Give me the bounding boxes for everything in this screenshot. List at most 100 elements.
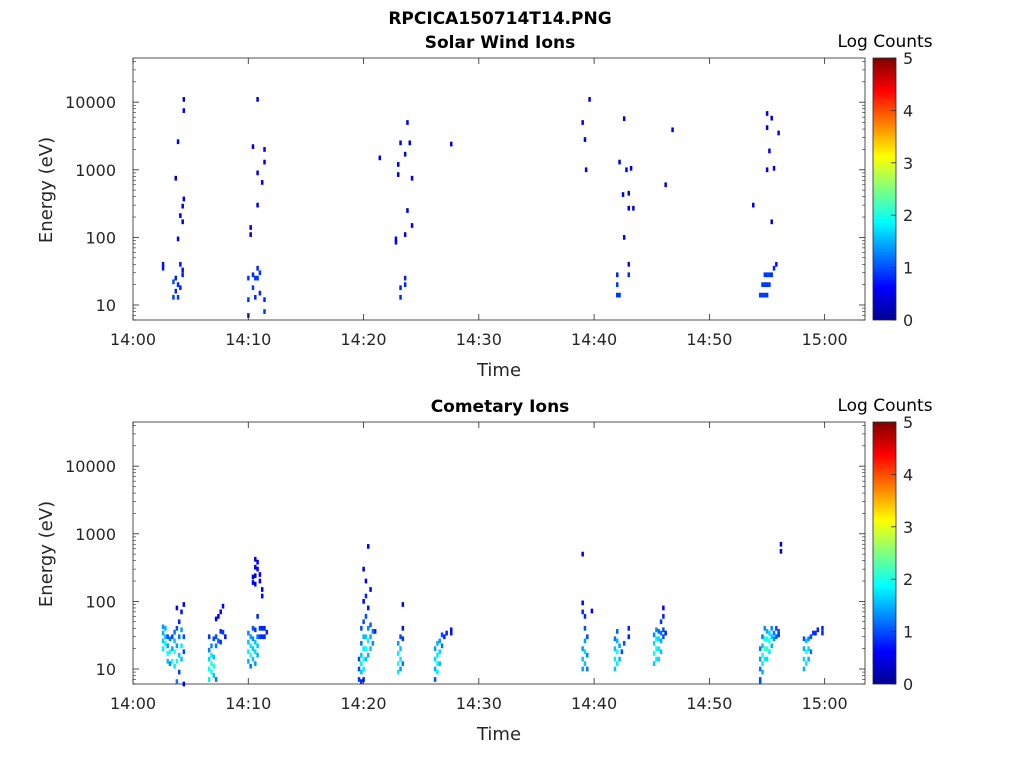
- heatmap-cell: [168, 636, 172, 642]
- heatmap-cell: [179, 285, 182, 291]
- x-ticks-cometary: 14:00 14:10 14:20 14:30 14:40 14:50 15:00: [110, 422, 848, 713]
- heatmap-cell: [772, 165, 776, 171]
- heatmap-cell: [182, 602, 186, 607]
- heatmap-cell: [613, 646, 617, 652]
- heatmap-cell: [249, 652, 252, 658]
- heatmap-cell: [765, 636, 769, 642]
- heatmap-cell: [214, 643, 218, 649]
- y-tick-label: 10: [96, 296, 116, 315]
- heatmap-cell: [450, 630, 453, 636]
- heatmap-cell: [263, 625, 266, 631]
- heatmap-cell: [371, 640, 375, 646]
- colorbar-tick-label: 3: [903, 154, 913, 173]
- heatmap-cell: [662, 634, 665, 640]
- heatmap-cell: [263, 309, 266, 314]
- colorbar-ticks-cometary: 0 1 2 3 4 5: [891, 413, 913, 694]
- heatmap-cell: [254, 294, 257, 300]
- heatmap-cell: [627, 272, 631, 278]
- heatmap-cell: [180, 656, 183, 662]
- heatmap-cell: [164, 625, 167, 631]
- heatmap-cell: [396, 162, 400, 167]
- heatmap-cell: [807, 636, 810, 642]
- heatmap-cell: [263, 634, 266, 640]
- heatmap-cell: [171, 634, 174, 640]
- heatmap-cell: [174, 288, 177, 294]
- heatmap-cell: [652, 640, 656, 646]
- x-tick-label: 14:30: [456, 694, 502, 713]
- heatmap-cell: [182, 108, 186, 113]
- heatmap-cell: [616, 629, 619, 634]
- heatmap-cell: [763, 292, 767, 298]
- heatmap-cell: [360, 652, 363, 658]
- heatmap-cell: [770, 634, 773, 640]
- heatmap-cell: [777, 629, 780, 634]
- heatmap-cell: [164, 640, 167, 646]
- heatmap-cell: [445, 630, 448, 636]
- heatmap-cell: [652, 661, 656, 667]
- heatmap-cell: [583, 661, 587, 667]
- y-tick-label: 1000: [75, 525, 116, 544]
- heatmap-cell: [367, 652, 370, 658]
- heatmap-cell: [586, 634, 589, 640]
- y-tick-label: 10000: [65, 93, 116, 112]
- y-ticks-cometary: 10 100 1000 10000: [65, 425, 865, 685]
- heatmap-cell: [172, 279, 175, 285]
- panel-solar-wind: Solar Wind Ions Log Counts 14:00 14:10 14:…: [36, 32, 933, 381]
- plot-frame-solar-wind: [132, 57, 866, 321]
- heatmap-cell: [763, 646, 767, 652]
- heatmap-cell: [180, 627, 183, 633]
- heatmap-cell: [761, 634, 764, 640]
- heatmap-cell: [772, 630, 776, 636]
- heatmap-cell: [772, 636, 776, 642]
- heatmap-cell: [440, 643, 444, 649]
- colorbar-tick-label: 2: [903, 206, 913, 225]
- heatmap-cell: [168, 649, 172, 655]
- heatmap-cell: [251, 144, 255, 149]
- heatmap-cell: [254, 627, 257, 633]
- heatmap-cell: [364, 656, 368, 662]
- colorbar-tick-label: 5: [903, 413, 913, 432]
- heatmap-cell: [583, 137, 587, 142]
- heatmap-cell: [399, 656, 402, 662]
- heatmap-cell: [182, 196, 186, 202]
- heatmap-cell: [399, 140, 402, 146]
- heatmap-cell: [212, 636, 216, 642]
- heatmap-cell: [777, 130, 780, 136]
- x-axis-label-solar-wind: Time: [476, 360, 521, 381]
- heatmap-cell: [816, 627, 820, 633]
- heatmap-cell: [263, 147, 266, 152]
- heatmap-cell: [581, 120, 584, 125]
- heatmap-cell: [180, 609, 183, 615]
- heatmap-cell: [249, 634, 252, 640]
- x-tick-label: 14:30: [456, 330, 502, 349]
- heatmap-cell: [410, 223, 414, 228]
- heatmap-cell: [179, 261, 182, 267]
- heatmap-cell: [214, 616, 218, 622]
- colorbar-tick-label: 0: [903, 675, 913, 694]
- heatmap-cell: [410, 175, 414, 181]
- heatmap-cell: [768, 148, 771, 154]
- heatmap-cell: [179, 213, 182, 218]
- heatmap-cell: [256, 643, 259, 649]
- heatmap-cell: [655, 627, 658, 633]
- heatmap-cell: [772, 265, 776, 271]
- heatmap-cell: [403, 232, 407, 237]
- heatmap-cell: [627, 634, 631, 640]
- y-axis-label-solar-wind: Energy (eV): [36, 137, 57, 243]
- heatmap-cell: [369, 587, 372, 592]
- heatmap-cell: [632, 205, 635, 211]
- heatmap-cell: [436, 669, 439, 675]
- heatmap-cell: [177, 652, 181, 658]
- heatmap-cell: [254, 275, 257, 281]
- heatmap-cell: [251, 646, 255, 652]
- heatmap-cell: [362, 566, 365, 572]
- heatmap-cell: [357, 677, 361, 682]
- heatmap-cell: [627, 190, 631, 196]
- heatmap-cell: [779, 541, 783, 547]
- heatmap-cell: [251, 272, 255, 278]
- panel-title-solar-wind: Solar Wind Ions: [425, 33, 576, 53]
- heatmap-cell: [247, 639, 250, 645]
- heatmap-cell: [655, 646, 658, 652]
- heatmap-cell: [627, 205, 631, 211]
- heatmap-cell: [258, 270, 262, 276]
